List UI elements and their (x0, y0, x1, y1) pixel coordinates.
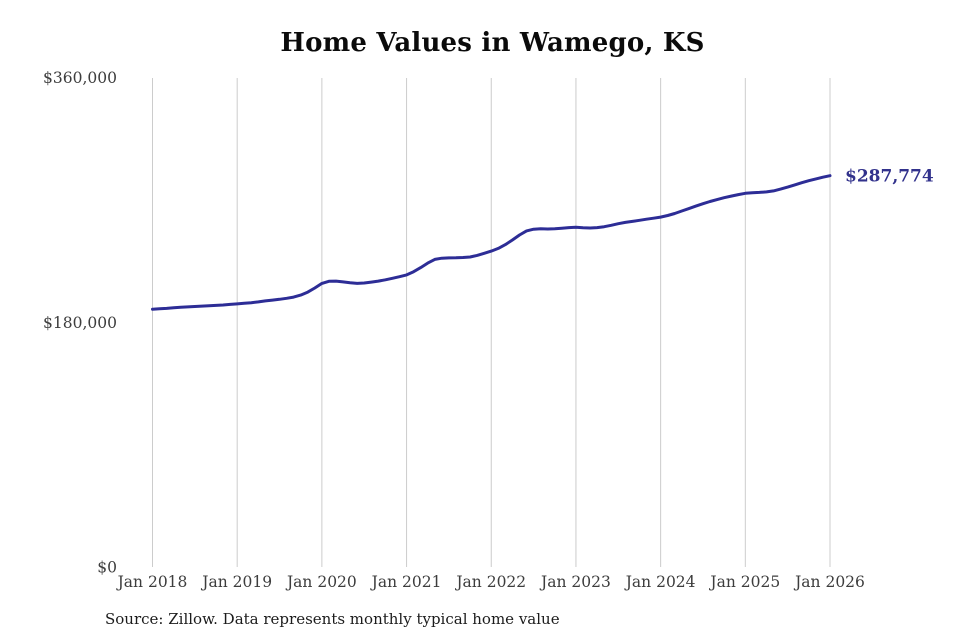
y-tick-label: $180,000 (43, 314, 117, 332)
x-tick-label: Jan 2018 (116, 573, 188, 591)
x-tick-label: Jan 2024 (624, 573, 696, 591)
source-note: Source: Zillow. Data represents monthly … (105, 610, 560, 628)
y-tick-label: $360,000 (43, 69, 117, 87)
x-tick-label: Jan 2021 (370, 573, 442, 591)
x-tick-label: Jan 2020 (285, 573, 357, 591)
home-value-line (151, 174, 832, 311)
x-tick-label: Jan 2022 (454, 573, 526, 591)
x-tick-label: Jan 2026 (793, 573, 865, 591)
chart-title: Home Values in Wamego, KS (280, 28, 705, 58)
x-tick-label: Jan 2019 (200, 573, 272, 591)
x-tick-label: Jan 2025 (708, 573, 780, 591)
end-value-label: $287,774 (845, 167, 934, 187)
y-tick-label: $0 (97, 559, 117, 577)
x-tick-label: Jan 2023 (539, 573, 611, 591)
